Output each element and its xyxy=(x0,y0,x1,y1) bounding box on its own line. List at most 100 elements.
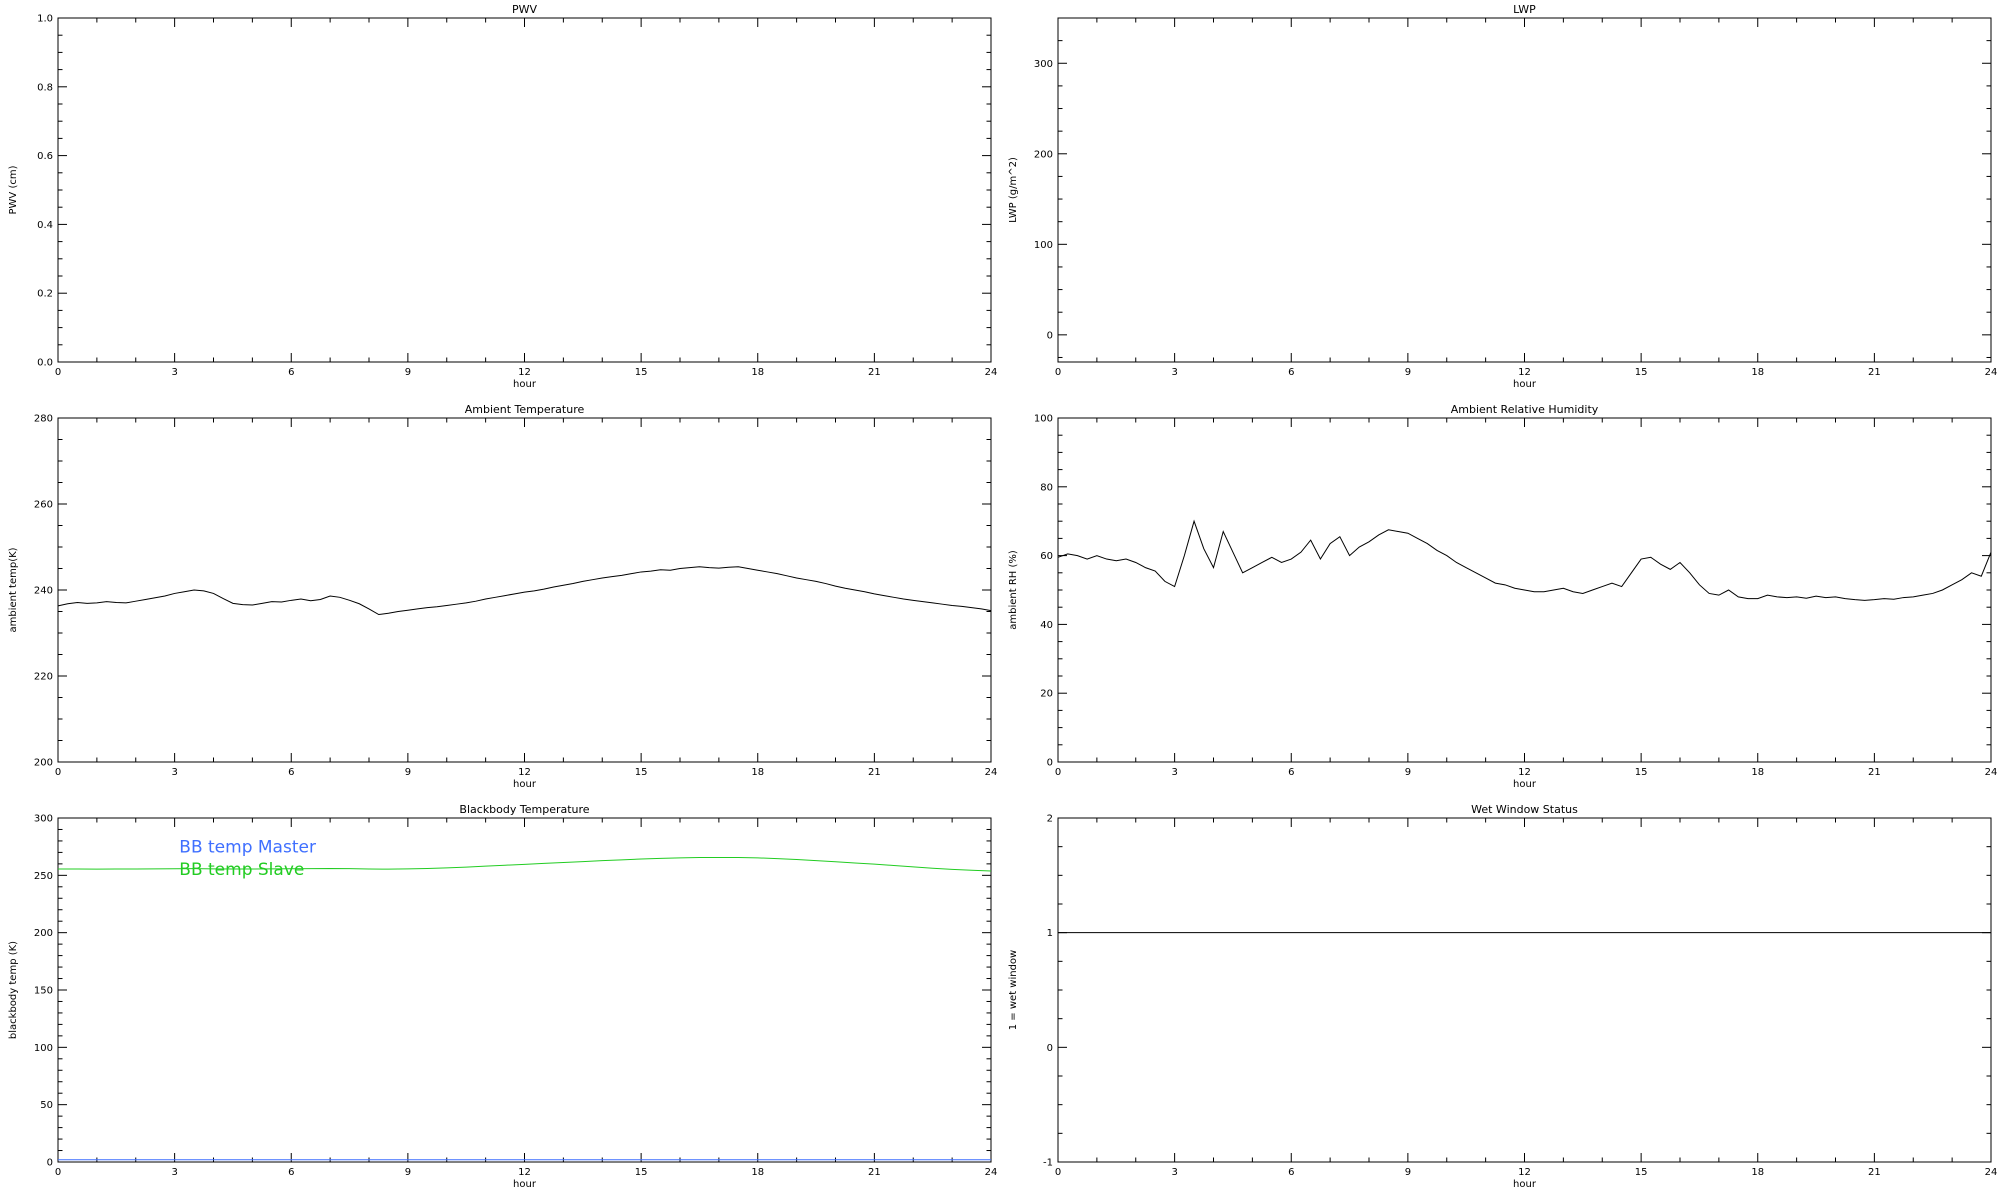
svg-text:-1: -1 xyxy=(1043,1158,1053,1169)
svg-text:3: 3 xyxy=(171,767,177,778)
svg-text:20: 20 xyxy=(1040,689,1053,700)
svg-text:15: 15 xyxy=(1635,767,1648,778)
svg-text:15: 15 xyxy=(635,367,648,378)
svg-text:15: 15 xyxy=(1635,367,1648,378)
svg-text:hour: hour xyxy=(513,779,537,790)
svg-text:100: 100 xyxy=(34,1043,53,1054)
svg-text:21: 21 xyxy=(868,1167,881,1178)
svg-text:PWV: PWV xyxy=(512,3,538,16)
svg-text:15: 15 xyxy=(635,1167,648,1178)
svg-text:9: 9 xyxy=(405,1167,411,1178)
svg-text:15: 15 xyxy=(1635,1167,1648,1178)
svg-text:0: 0 xyxy=(1055,367,1061,378)
svg-text:0: 0 xyxy=(55,1167,61,1178)
blackbody-temperature-chart-canvas: 0 3 6 9 12 15 18 21 24 0 50 100 150 200 250 300 Blackbod… xyxy=(8,803,998,1190)
lwp-chart: 0 3 6 9 12 15 18 21 24 0 100 200 300 LWP hour LWP (g/m^… xyxy=(1000,0,2000,400)
svg-text:hour: hour xyxy=(1513,779,1537,790)
ambient-relative-humidity-chart-canvas: 0 3 6 9 12 15 18 21 24 0 20 40 60 80 100 Ambient Relati… xyxy=(1008,403,1998,790)
svg-text:0: 0 xyxy=(1047,1043,1053,1054)
svg-text:300: 300 xyxy=(34,814,53,825)
svg-text:24: 24 xyxy=(1985,767,1998,778)
svg-text:12: 12 xyxy=(1518,1167,1531,1178)
svg-text:BB temp Master: BB temp Master xyxy=(179,837,316,857)
svg-text:0.6: 0.6 xyxy=(37,151,53,162)
svg-text:LWP: LWP xyxy=(1513,3,1536,16)
svg-text:Ambient Temperature: Ambient Temperature xyxy=(465,403,585,416)
svg-text:18: 18 xyxy=(751,767,764,778)
svg-text:260: 260 xyxy=(34,500,53,511)
svg-text:6: 6 xyxy=(1288,367,1294,378)
svg-text:60: 60 xyxy=(1040,551,1053,562)
svg-text:6: 6 xyxy=(1288,767,1294,778)
svg-text:6: 6 xyxy=(288,767,294,778)
svg-text:0: 0 xyxy=(55,767,61,778)
svg-text:21: 21 xyxy=(1868,767,1881,778)
svg-text:BB temp Slave: BB temp Slave xyxy=(179,860,304,880)
svg-text:hour: hour xyxy=(513,1179,537,1190)
svg-text:200: 200 xyxy=(34,758,53,769)
svg-text:0: 0 xyxy=(55,367,61,378)
svg-text:0.8: 0.8 xyxy=(37,82,53,93)
svg-text:3: 3 xyxy=(171,367,177,378)
svg-text:24: 24 xyxy=(985,1167,998,1178)
svg-text:24: 24 xyxy=(985,367,998,378)
svg-text:240: 240 xyxy=(34,586,53,597)
svg-text:0.2: 0.2 xyxy=(37,289,53,300)
svg-text:3: 3 xyxy=(1171,1167,1177,1178)
svg-text:80: 80 xyxy=(1040,482,1053,493)
pwv-chart-canvas: 0 3 6 9 12 15 18 21 24 0.0 0.2 0.4 0.6 0.8 1.0 PWV hour P… xyxy=(8,3,998,390)
ambient-temperature-chart: 0 3 6 9 12 15 18 21 24 200 220 240 260 280 Ambient Tem… xyxy=(0,400,1000,800)
svg-text:21: 21 xyxy=(1868,1167,1881,1178)
svg-text:3: 3 xyxy=(171,1167,177,1178)
svg-text:1.0: 1.0 xyxy=(37,14,53,25)
svg-text:LWP (g/m^2): LWP (g/m^2) xyxy=(1008,157,1019,223)
svg-text:24: 24 xyxy=(1985,1167,1998,1178)
svg-text:12: 12 xyxy=(1518,367,1531,378)
svg-text:18: 18 xyxy=(1751,767,1764,778)
svg-text:0: 0 xyxy=(47,1158,53,1169)
svg-text:9: 9 xyxy=(1405,1167,1411,1178)
svg-text:12: 12 xyxy=(1518,767,1531,778)
wet-window-status-chart: 0 3 6 9 12 15 18 21 24 -1 0 1 2 Wet Window Status hour… xyxy=(1000,800,2000,1200)
svg-text:6: 6 xyxy=(1288,1167,1294,1178)
svg-text:hour: hour xyxy=(513,379,537,390)
svg-text:100: 100 xyxy=(1034,240,1053,251)
ambient-temperature-chart-canvas: 0 3 6 9 12 15 18 21 24 200 220 240 260 280 Ambient Tem… xyxy=(8,403,997,790)
svg-text:6: 6 xyxy=(288,367,294,378)
svg-text:Blackbody Temperature: Blackbody Temperature xyxy=(459,803,589,816)
svg-text:2: 2 xyxy=(1047,814,1053,825)
svg-text:18: 18 xyxy=(1751,1167,1764,1178)
svg-text:250: 250 xyxy=(34,871,53,882)
svg-text:0.0: 0.0 xyxy=(37,358,53,369)
svg-text:200: 200 xyxy=(34,928,53,939)
svg-text:0: 0 xyxy=(1055,1167,1061,1178)
svg-text:0: 0 xyxy=(1047,330,1053,341)
svg-text:PWV (cm): PWV (cm) xyxy=(8,165,19,214)
svg-text:300: 300 xyxy=(1034,59,1053,70)
svg-text:21: 21 xyxy=(868,367,881,378)
svg-text:24: 24 xyxy=(1985,367,1998,378)
lwp-chart-canvas: 0 3 6 9 12 15 18 21 24 0 100 200 300 LWP hour LWP (g/m^… xyxy=(1008,3,1998,390)
svg-text:1 = wet window: 1 = wet window xyxy=(1008,950,1019,1030)
svg-text:9: 9 xyxy=(1405,367,1411,378)
svg-text:ambient temp(K): ambient temp(K) xyxy=(8,547,19,632)
svg-text:hour: hour xyxy=(1513,1179,1537,1190)
svg-text:Ambient Relative Humidity: Ambient Relative Humidity xyxy=(1451,403,1599,416)
svg-text:12: 12 xyxy=(518,367,531,378)
svg-text:9: 9 xyxy=(405,367,411,378)
svg-text:3: 3 xyxy=(1171,367,1177,378)
svg-text:18: 18 xyxy=(751,1167,764,1178)
svg-text:50: 50 xyxy=(40,1100,53,1111)
svg-text:280: 280 xyxy=(34,414,53,425)
blackbody-temperature-chart: 0 3 6 9 12 15 18 21 24 0 50 100 150 200 250 300 Blackbod… xyxy=(0,800,1000,1200)
svg-text:12: 12 xyxy=(518,1167,531,1178)
svg-text:15: 15 xyxy=(635,767,648,778)
svg-text:6: 6 xyxy=(288,1167,294,1178)
svg-text:0.4: 0.4 xyxy=(37,220,53,231)
svg-text:0: 0 xyxy=(1047,758,1053,769)
svg-text:21: 21 xyxy=(1868,367,1881,378)
svg-text:12: 12 xyxy=(518,767,531,778)
svg-text:1: 1 xyxy=(1047,928,1053,939)
svg-text:9: 9 xyxy=(1405,767,1411,778)
